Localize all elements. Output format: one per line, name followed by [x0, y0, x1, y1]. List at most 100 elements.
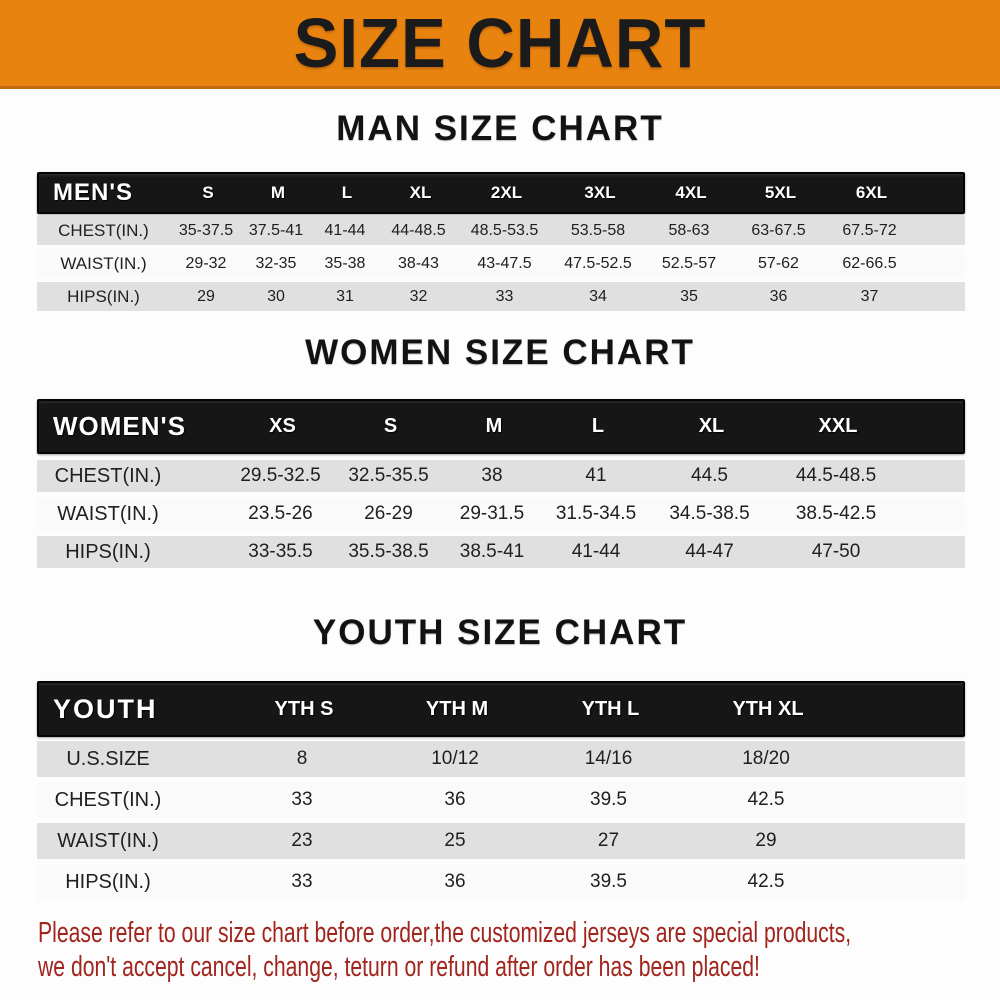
value-cell: 32-35 — [255, 254, 297, 272]
value-cell: 33 — [495, 287, 514, 305]
header-size-cell: L — [591, 415, 605, 437]
disclaimer-text: Please refer to our size chart before or… — [38, 916, 1000, 984]
value-cell: 23 — [291, 830, 313, 851]
row-label: CHEST(IN.) — [54, 464, 162, 487]
value-cell: 37.5-41 — [248, 221, 304, 239]
value-cell: 47.5-52.5 — [564, 254, 632, 272]
value-cell: 38-43 — [398, 254, 439, 272]
row-label: WAIST(IN.) — [57, 502, 159, 525]
men-size-table: MEN'S S M L XL 2XL 3XL 4XL 5XL 6XL CHEST(IN.) 35-3… — [37, 172, 965, 311]
value-cell: 14/16 — [584, 748, 633, 769]
header-size-cell: 2XL — [490, 183, 523, 202]
value-cell: 34.5-38.5 — [669, 503, 750, 524]
header-size-cell: XS — [269, 415, 296, 437]
value-cell: 48.5-53.5 — [470, 221, 539, 239]
header-group-label: WOMEN'S — [53, 411, 187, 441]
value-cell: 29-32 — [185, 254, 227, 272]
header-size-cell: 5XL — [764, 183, 797, 202]
header-size-cell: S — [383, 415, 398, 437]
value-cell: 25 — [444, 830, 466, 851]
youth-size-chart-title: YOUTH SIZE CHART — [312, 613, 688, 652]
value-cell: 10/12 — [431, 748, 479, 769]
row-label: WAIST(IN.) — [57, 829, 159, 852]
row-label: U.S.SIZE — [66, 747, 150, 770]
value-cell: 36 — [444, 871, 466, 892]
value-cell: 42.5 — [747, 871, 785, 892]
table-row: HIPS(IN.) 29 30 31 32 33 34 35 36 37 — [37, 282, 965, 311]
women-table-header-row: WOMEN'S XS S M L XL XXL — [37, 399, 965, 454]
table-row: U.S.SIZE 8 10/12 14/16 18/20 — [37, 741, 965, 777]
youth-table-header-row: YOUTH YTH S YTH M YTH L YTH XL — [37, 681, 965, 737]
value-cell: 57-62 — [758, 254, 799, 272]
value-cell: 67.5-72 — [842, 221, 897, 239]
header-group-label: YOUTH — [53, 693, 158, 724]
value-cell: 58-63 — [668, 221, 710, 239]
youth-table-rows: U.S.SIZE 8 10/12 14/16 18/20 CHEST(IN.) 33 36 39… — [37, 741, 965, 900]
value-cell: 62-66.5 — [842, 254, 897, 272]
row-label: WAIST(IN.) — [60, 253, 147, 273]
women-size-chart-title: WOMEN SIZE CHART — [305, 333, 695, 372]
table-row: WAIST(IN.) 29-32 32-35 35-38 38-43 43-47.5 47.… — [37, 249, 965, 278]
value-cell: 63-67.5 — [751, 221, 806, 239]
row-label: HIPS(IN.) — [67, 286, 140, 306]
table-row: WAIST(IN.) 23.5-26 26-29 29-31.5 31.5-34.5 34… — [37, 498, 965, 530]
header-size-cell: XXL — [818, 415, 858, 437]
value-cell: 41 — [585, 465, 607, 486]
header-size-cell: L — [341, 183, 353, 202]
size-chart-banner: SIZE CHART — [0, 0, 1000, 89]
header-size-cell: 4XL — [675, 183, 707, 202]
value-cell: 32 — [409, 287, 428, 305]
value-cell: 35.5-38.5 — [348, 541, 429, 562]
header-size-cell: YTH S — [274, 697, 334, 720]
value-cell: 41-44 — [324, 221, 366, 239]
value-cell: 31 — [336, 287, 354, 305]
value-cell: 38 — [481, 465, 503, 486]
banner-title: SIZE CHART — [293, 4, 707, 82]
disclaimer-line-1: Please refer to our size chart before or… — [38, 917, 852, 949]
header-size-cell: YTH L — [581, 697, 640, 720]
table-row: CHEST(IN.) 35-37.5 37.5-41 41-44 44-48.5 48.5… — [37, 216, 965, 245]
value-cell: 43-47.5 — [477, 254, 532, 272]
men-table-header-row: MEN'S S M L XL 2XL 3XL 4XL 5XL 6XL — [37, 172, 965, 214]
value-cell: 44.5-48.5 — [795, 465, 877, 486]
value-cell: 35-38 — [324, 254, 366, 272]
value-cell: 31.5-34.5 — [555, 503, 637, 524]
value-cell: 42.5 — [747, 789, 785, 810]
header-size-cell: 6XL — [855, 183, 888, 202]
value-cell: 44-48.5 — [391, 221, 446, 239]
table-row: CHEST(IN.) 29.5-32.5 32.5-35.5 38 41 44.5 44.5… — [37, 460, 965, 492]
value-cell: 18/20 — [742, 748, 790, 769]
man-size-chart-title: MAN SIZE CHART — [336, 109, 664, 148]
header-size-cell: YTH XL — [732, 697, 804, 720]
table-row: HIPS(IN.) 33 36 39.5 42.5 — [37, 864, 965, 900]
header-size-cell: S — [202, 183, 214, 202]
header-size-cell: YTH M — [425, 697, 489, 720]
value-cell: 39.5 — [590, 871, 627, 892]
value-cell: 26-29 — [364, 503, 413, 524]
header-size-cell: XL — [698, 415, 725, 437]
women-size-table: WOMEN'S XS S M L XL XXL CHEST(IN.) 29.5-32.5 32.… — [37, 399, 965, 568]
value-cell: 33-35.5 — [248, 541, 313, 562]
value-cell: 53.5-58 — [570, 221, 626, 239]
value-cell: 32.5-35.5 — [348, 465, 429, 486]
value-cell: 38.5-42.5 — [795, 503, 877, 524]
header-size-cell: 3XL — [584, 183, 616, 202]
value-cell: 29-31.5 — [459, 503, 525, 524]
value-cell: 36 — [444, 789, 466, 810]
row-label: HIPS(IN.) — [65, 540, 151, 563]
value-cell: 30 — [267, 287, 285, 305]
value-cell: 23.5-26 — [248, 503, 313, 524]
value-cell: 36 — [769, 287, 788, 305]
header-size-cell: M — [485, 415, 503, 437]
men-table-rows: CHEST(IN.) 35-37.5 37.5-41 41-44 44-48.5 48.5… — [37, 216, 965, 311]
value-cell: 27 — [597, 830, 620, 851]
value-cell: 47-50 — [811, 541, 861, 562]
value-cell: 38.5-41 — [459, 541, 525, 562]
table-row: CHEST(IN.) 33 36 39.5 42.5 — [37, 782, 965, 818]
value-cell: 8 — [296, 748, 308, 769]
table-row: HIPS(IN.) 33-35.5 35.5-38.5 38.5-41 41-44 44-… — [37, 536, 965, 568]
youth-size-table: YOUTH YTH S YTH M YTH L YTH XL U.S.SIZE 8 10/1… — [37, 681, 965, 900]
header-size-cell: M — [270, 183, 286, 202]
header-size-cell: XL — [409, 183, 432, 202]
